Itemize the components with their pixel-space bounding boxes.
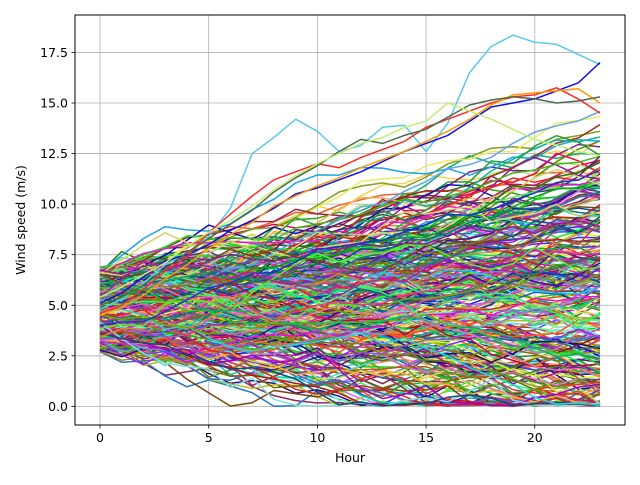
series-line (99, 332, 601, 407)
series-line (99, 267, 601, 322)
series-line (99, 220, 601, 275)
series-line (99, 180, 601, 298)
series-lines (99, 34, 601, 408)
x-tick-label: 15 (418, 430, 434, 445)
series-line (99, 225, 601, 338)
series-line (99, 273, 601, 335)
y-tick-label: 10.0 (40, 197, 68, 212)
series-line (99, 116, 601, 279)
y-tick-label: 12.5 (40, 146, 68, 161)
y-tick-label: 15.0 (40, 95, 68, 110)
y-tick-label: 17.5 (40, 45, 68, 60)
series-line (99, 88, 601, 317)
series-line (99, 134, 601, 292)
series-line (99, 207, 601, 296)
series-line (99, 237, 601, 280)
series-line (99, 277, 601, 394)
series-line (99, 96, 601, 307)
series-line (99, 327, 601, 402)
series-line (99, 256, 601, 304)
series-line (99, 336, 601, 407)
series-line (99, 168, 601, 275)
series-line (99, 254, 601, 299)
y-tick-label: 5.0 (48, 298, 68, 313)
series-line (99, 169, 601, 327)
series-line (99, 286, 601, 367)
series-line (99, 218, 601, 298)
series-line (99, 185, 601, 286)
x-axis-label: Hour (335, 450, 366, 465)
x-tick-label: 20 (527, 430, 543, 445)
series-line (99, 296, 601, 351)
y-axis-label: Wind speed (m/s) (13, 165, 28, 275)
series-line (99, 262, 601, 295)
series-line (99, 261, 601, 332)
series-line (99, 102, 601, 298)
x-tick-label: 5 (205, 430, 213, 445)
series-line (99, 272, 601, 337)
series-line (99, 244, 601, 319)
series-line (99, 155, 601, 277)
y-tick-label: 2.5 (48, 348, 68, 363)
series-line (99, 286, 601, 355)
series-line (99, 169, 601, 284)
series-line (99, 203, 601, 278)
plot-frame (74, 14, 626, 426)
series-line (99, 259, 601, 342)
series-line (99, 281, 601, 378)
x-tick-label: 10 (309, 430, 325, 445)
series-line (99, 209, 601, 336)
y-tick-label: 0.0 (48, 399, 68, 414)
series-line (99, 218, 601, 290)
y-tick-label: 7.5 (48, 247, 68, 262)
series-line (99, 110, 601, 303)
series-line (99, 159, 601, 276)
axis-ticks: 0 5 10 15 20 0.0 2.5 5.0 7.5 10.0 12.5 15.0 17.5 (40, 45, 543, 445)
x-tick-label: 0 (96, 430, 104, 445)
series-line (99, 321, 601, 363)
series-line (99, 300, 601, 391)
